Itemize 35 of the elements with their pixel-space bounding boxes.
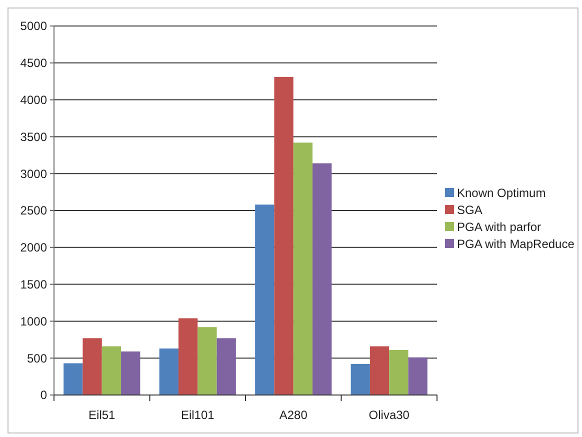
x-tick-label: Eil101: [180, 408, 215, 422]
y-tick-label: 4500: [20, 56, 48, 70]
bar: [350, 364, 370, 395]
bar: [159, 348, 178, 395]
bar: [82, 338, 102, 395]
legend-label: PGA with parfor: [457, 220, 542, 234]
bar: [198, 327, 217, 395]
x-tick-label: Oliva30: [368, 408, 410, 422]
bar: [370, 346, 390, 395]
bar: [312, 163, 332, 395]
y-tick-label: 3000: [20, 166, 48, 181]
y-tick-label: 3500: [20, 130, 48, 144]
y-tick-label: 500: [26, 351, 48, 366]
legend-label: PGA with MapReduce: [457, 237, 575, 252]
bar: [255, 204, 274, 395]
bar: [408, 357, 428, 395]
bar: [121, 351, 140, 395]
bar: [102, 346, 122, 395]
bar: [216, 338, 236, 395]
bar: [274, 76, 294, 395]
legend-label: Known Optimum: [457, 186, 546, 200]
y-tick-label: 5000: [20, 19, 48, 34]
y-tick-label: 2000: [20, 240, 48, 255]
bar: [293, 142, 313, 395]
x-tick-label: Eil51: [88, 408, 116, 422]
x-tick-label: A280: [279, 408, 308, 422]
bar: [178, 318, 198, 395]
bar: [389, 350, 408, 395]
y-tick-label: 1500: [20, 278, 48, 292]
y-tick-label: 1000: [20, 314, 48, 328]
y-tick-label: 0: [40, 388, 48, 402]
y-tick-label: 2500: [20, 204, 48, 218]
bar: [64, 363, 83, 395]
legend-label: SGA: [457, 203, 482, 218]
y-tick-label: 4000: [20, 93, 48, 107]
